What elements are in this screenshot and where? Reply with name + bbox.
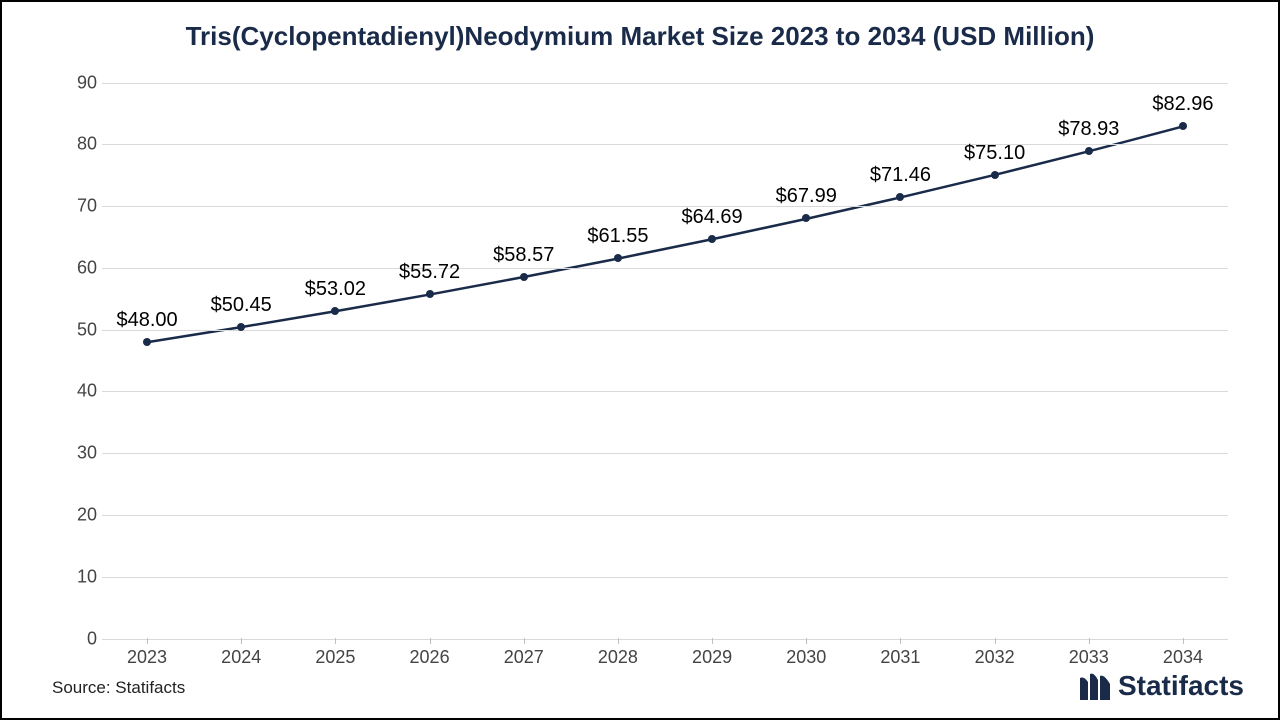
x-tick-mark [241, 638, 242, 644]
gridline [102, 391, 1228, 392]
data-label: $78.93 [1058, 118, 1119, 141]
x-tick-label: 2031 [880, 647, 920, 668]
data-label: $55.72 [399, 261, 460, 284]
x-tick-label: 2028 [598, 647, 638, 668]
data-label: $48.00 [116, 309, 177, 332]
line-series [102, 83, 1228, 639]
x-tick-mark [335, 638, 336, 644]
chart: 0102030405060708090202320242025202620272… [32, 73, 1248, 699]
data-marker [708, 235, 716, 243]
data-label: $61.55 [587, 225, 648, 248]
series-line [147, 126, 1183, 342]
gridline [102, 515, 1228, 516]
data-label: $50.45 [211, 294, 272, 317]
x-tick-label: 2030 [786, 647, 826, 668]
gridline [102, 206, 1228, 207]
x-tick-label: 2027 [504, 647, 544, 668]
data-marker [1179, 122, 1187, 130]
gridline [102, 330, 1228, 331]
brand-logo: Statifacts [1080, 670, 1244, 702]
gridline [102, 453, 1228, 454]
data-label: $53.02 [305, 278, 366, 301]
x-tick-label: 2033 [1069, 647, 1109, 668]
gridline [102, 83, 1228, 84]
chart-area: 0102030405060708090202320242025202620272… [2, 63, 1278, 719]
data-marker [802, 214, 810, 222]
data-marker [331, 307, 339, 315]
y-tick-label: 30 [57, 443, 97, 464]
data-label: $82.96 [1152, 93, 1213, 116]
y-tick-label: 60 [57, 257, 97, 278]
y-tick-label: 20 [57, 504, 97, 525]
x-tick-mark [147, 638, 148, 644]
x-tick-mark [900, 638, 901, 644]
data-marker [237, 323, 245, 331]
data-marker [896, 193, 904, 201]
y-tick-label: 10 [57, 566, 97, 587]
data-label: $64.69 [681, 206, 742, 229]
plot-area: 0102030405060708090202320242025202620272… [102, 83, 1228, 639]
chart-frame: Tris(Cyclopentadienyl)Neodymium Market S… [0, 0, 1280, 720]
data-marker [614, 254, 622, 262]
x-tick-mark [1183, 638, 1184, 644]
x-tick-mark [618, 638, 619, 644]
gridline [102, 268, 1228, 269]
x-tick-label: 2025 [315, 647, 355, 668]
y-tick-label: 40 [57, 381, 97, 402]
gridline [102, 639, 1228, 640]
y-tick-label: 70 [57, 196, 97, 217]
data-marker [520, 273, 528, 281]
x-tick-mark [1089, 638, 1090, 644]
brand-logo-icon [1080, 672, 1110, 700]
data-marker [1085, 147, 1093, 155]
y-tick-label: 80 [57, 134, 97, 155]
x-tick-label: 2032 [975, 647, 1015, 668]
data-marker [426, 290, 434, 298]
data-marker [991, 171, 999, 179]
x-tick-mark [430, 638, 431, 644]
y-tick-label: 0 [57, 628, 97, 649]
y-tick-label: 50 [57, 319, 97, 340]
x-tick-label: 2026 [410, 647, 450, 668]
x-tick-label: 2023 [127, 647, 167, 668]
data-label: $71.46 [870, 164, 931, 187]
x-tick-label: 2024 [221, 647, 261, 668]
y-tick-label: 90 [57, 72, 97, 93]
x-tick-mark [995, 638, 996, 644]
x-tick-label: 2029 [692, 647, 732, 668]
chart-title: Tris(Cyclopentadienyl)Neodymium Market S… [2, 2, 1278, 63]
data-label: $58.57 [493, 244, 554, 267]
source-text: Source: Statifacts [52, 678, 185, 698]
x-tick-mark [806, 638, 807, 644]
x-tick-label: 2034 [1163, 647, 1203, 668]
x-tick-mark [712, 638, 713, 644]
gridline [102, 577, 1228, 578]
data-label: $67.99 [776, 185, 837, 208]
gridline [102, 144, 1228, 145]
brand-name: Statifacts [1118, 670, 1244, 702]
data-label: $75.10 [964, 142, 1025, 165]
x-tick-mark [524, 638, 525, 644]
data-marker [143, 338, 151, 346]
